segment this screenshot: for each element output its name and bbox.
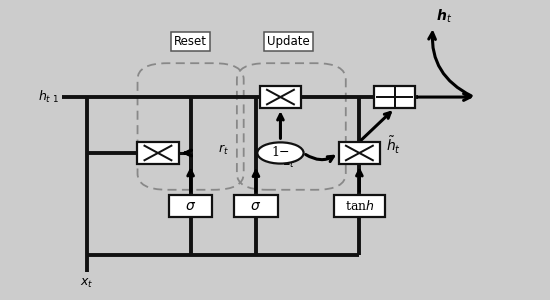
Text: $\tilde{h}_t$: $\tilde{h}_t$ <box>386 135 400 156</box>
Text: $h_{t\ 1}$: $h_{t\ 1}$ <box>38 89 59 105</box>
Text: Reset: Reset <box>174 34 207 48</box>
FancyBboxPatch shape <box>260 86 301 108</box>
Text: $\sigma$: $\sigma$ <box>185 199 196 213</box>
Text: $\sigma$: $\sigma$ <box>250 199 261 213</box>
FancyBboxPatch shape <box>333 195 385 217</box>
Ellipse shape <box>257 142 304 164</box>
FancyBboxPatch shape <box>234 195 278 217</box>
Text: $r_t$: $r_t$ <box>218 143 229 157</box>
Text: 1−: 1− <box>271 146 290 160</box>
Text: $x_t$: $x_t$ <box>80 277 94 290</box>
FancyBboxPatch shape <box>339 142 380 164</box>
Text: Update: Update <box>267 34 310 48</box>
FancyBboxPatch shape <box>374 86 415 108</box>
Text: $\boldsymbol{h}_t$: $\boldsymbol{h}_t$ <box>436 8 452 25</box>
Text: $z_t$: $z_t$ <box>283 157 295 170</box>
FancyBboxPatch shape <box>169 195 212 217</box>
FancyBboxPatch shape <box>138 142 179 164</box>
Text: tan$h$: tan$h$ <box>345 199 374 213</box>
